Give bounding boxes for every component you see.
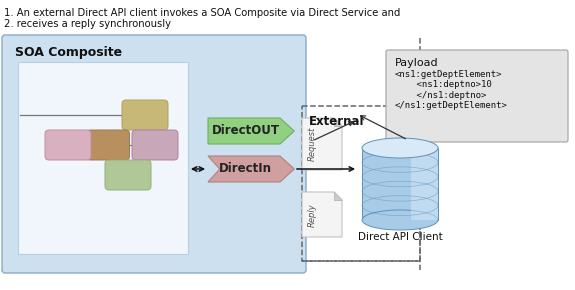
Text: Direct API Client: Direct API Client xyxy=(358,232,442,242)
Text: External: External xyxy=(309,115,365,128)
Ellipse shape xyxy=(362,138,438,158)
Text: Payload: Payload xyxy=(395,58,439,68)
Text: DirectOUT: DirectOUT xyxy=(212,124,280,137)
Bar xyxy=(302,106,420,261)
FancyBboxPatch shape xyxy=(105,160,151,190)
Polygon shape xyxy=(208,156,294,182)
FancyBboxPatch shape xyxy=(132,130,178,160)
FancyBboxPatch shape xyxy=(2,35,306,273)
Bar xyxy=(18,62,188,254)
Text: Request: Request xyxy=(308,127,316,161)
Text: Reply: Reply xyxy=(308,203,316,227)
Text: 1. An external Direct API client invokes a SOA Composite via Direct Service and: 1. An external Direct API client invokes… xyxy=(4,8,400,18)
FancyBboxPatch shape xyxy=(122,100,168,130)
Text: <ns1:getDeptElement>
    <ns1:deptno>10
    </ns1:deptno>
</ns1:getDeptElement>: <ns1:getDeptElement> <ns1:deptno>10 </ns… xyxy=(395,70,508,110)
Polygon shape xyxy=(334,118,342,126)
Text: 2. receives a reply synchronously: 2. receives a reply synchronously xyxy=(4,19,171,29)
Text: DirectIn: DirectIn xyxy=(219,162,272,175)
Polygon shape xyxy=(302,118,342,170)
Polygon shape xyxy=(334,192,342,200)
FancyBboxPatch shape xyxy=(386,50,568,142)
Polygon shape xyxy=(208,118,294,144)
Polygon shape xyxy=(302,192,342,237)
Bar xyxy=(362,148,438,220)
Text: SOA Composite: SOA Composite xyxy=(15,46,122,59)
Bar xyxy=(411,148,438,220)
FancyBboxPatch shape xyxy=(86,130,129,160)
FancyBboxPatch shape xyxy=(45,130,91,160)
Ellipse shape xyxy=(362,210,438,230)
